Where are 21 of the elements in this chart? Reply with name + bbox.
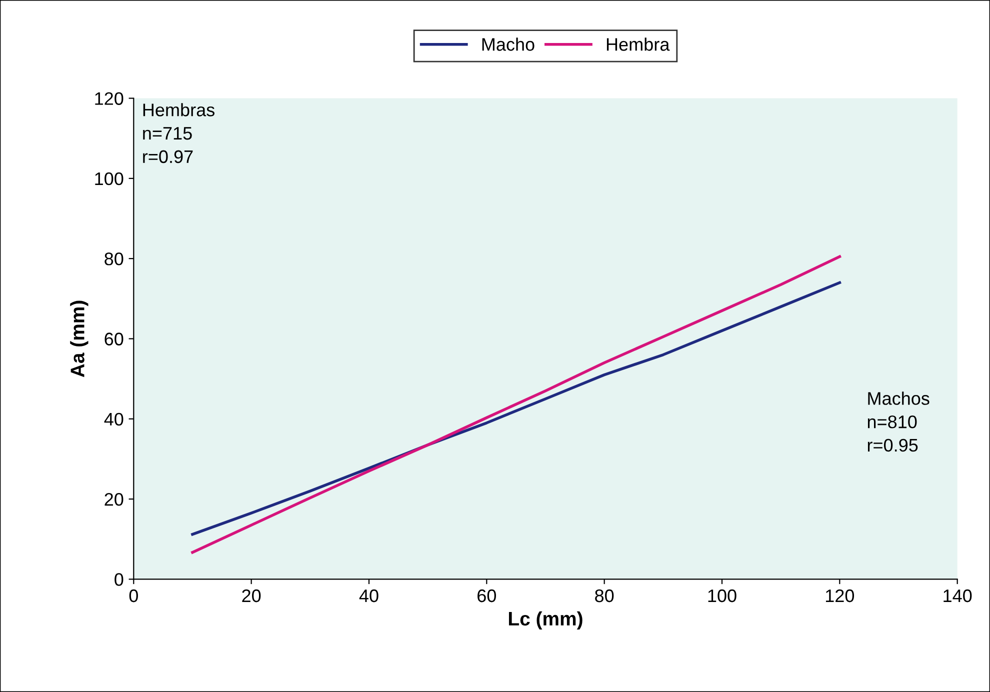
y-tick-label: 20 [104,492,124,506]
x-tick-label: 100 [708,589,736,602]
y-tick-label: 0 [114,573,124,586]
legend-label: Macho [482,38,534,51]
y-tick-label: 80 [104,252,124,266]
legend-label: Hembra [606,38,670,51]
x-tick-label: 120 [826,589,854,602]
y-tick-label: 60 [104,332,124,346]
y-tick-label: 100 [95,172,124,186]
x-tick-label: 140 [944,589,972,602]
annotation: Machos n=810 r=0.95 [868,392,930,452]
x-tick-label: 80 [595,589,614,602]
x-tick-label: 20 [242,589,261,602]
x-tick-label: 40 [359,589,378,602]
y-tick-label: 120 [95,92,124,105]
annotation: Hembras n=715 r=0.97 [143,103,214,164]
y-tick-label: 40 [104,412,124,426]
x-tick-label: 0 [129,589,138,602]
y-axis-title: Aa (mm) [70,300,88,378]
x-axis-title: Lc (mm) [508,611,582,630]
x-tick-label: 60 [478,589,496,602]
